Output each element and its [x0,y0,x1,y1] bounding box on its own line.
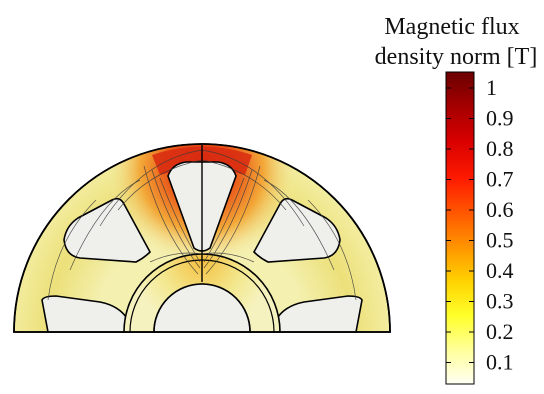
colorbar-tick-label: 0.2 [486,319,514,344]
colorbar-ticks: 1 0.9 0.8 0.7 0.6 0.5 0.4 0.3 0.2 0.1 [446,75,514,375]
colorbar-tick-label: 0.4 [486,258,514,283]
colorbar-tick-label: 0.5 [486,228,514,253]
colorbar-tick-label: 0.8 [486,136,514,161]
rotor [123,253,281,333]
colorbar-tick-label: 0.3 [486,289,514,314]
colorbar-tick-label: 0.1 [486,350,514,375]
rotor-inner-hole [153,283,251,333]
colorbar-tick-label: 0.7 [486,167,514,192]
legend-title-line2: density norm [T] [375,44,538,70]
stator-slots [41,161,363,333]
colorbar-tick-label: 1 [486,75,497,100]
slot-left-mid [63,197,151,263]
colorbar-tick-label: 0.9 [486,106,514,131]
legend-title-line1: Magnetic flux [384,14,519,40]
colorbar-tick-label: 0.6 [486,197,514,222]
slot-right-mid [253,197,341,263]
color-legend: Magnetic flux density norm [T] 1 0.9 0.8 0.… [375,14,538,385]
stator-outline [13,143,391,333]
